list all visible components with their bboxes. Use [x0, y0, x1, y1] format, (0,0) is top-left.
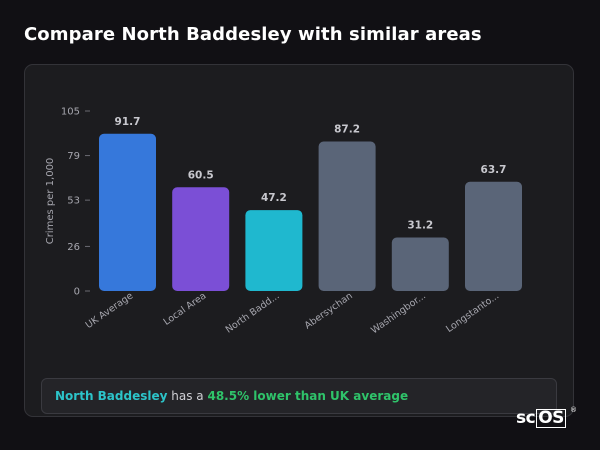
value-labels: 91.7 60.5 47.2 87.2 31.2 63.7 [115, 116, 507, 232]
y-tick-label: 53 [67, 196, 80, 207]
y-axis: 0 26 53 79 105 [61, 107, 90, 298]
logo-prefix: sc [516, 408, 536, 428]
bar-value-label: 87.2 [334, 124, 360, 136]
x-tick-label: Longstanto... [444, 290, 501, 335]
bar-value-label: 31.2 [407, 220, 433, 232]
bar-value-label: 60.5 [188, 169, 214, 181]
bar [391, 237, 449, 291]
bar-value-label: 47.2 [261, 192, 287, 204]
page-title: Compare North Baddesley with similar are… [24, 24, 482, 45]
x-tick-label: Washingbor... [369, 290, 428, 336]
x-axis-labels: UK Average Local Area North Badd... Abersyc… [84, 290, 502, 336]
bar [245, 210, 303, 291]
summary-area-name: North Baddesley [55, 389, 168, 403]
bar-value-label: 91.7 [115, 116, 141, 128]
y-axis-title: Crimes per 1,000 [45, 158, 56, 245]
x-tick-label: UK Average [84, 290, 136, 331]
logo-boxed-text: OS [536, 408, 566, 428]
bar [465, 181, 522, 291]
bar-value-label: 63.7 [481, 164, 507, 176]
bar [318, 141, 376, 291]
y-tick-label: 0 [74, 287, 80, 298]
summary-difference: 48.5% lower than UK average [207, 389, 409, 403]
bar [172, 187, 230, 291]
y-tick-label: 105 [61, 107, 80, 118]
registered-mark: ® [570, 406, 577, 414]
x-tick-label: Abersychan [303, 290, 355, 331]
bars [99, 133, 522, 291]
x-tick-label: Local Area [162, 290, 209, 327]
y-tick-label: 79 [67, 151, 80, 162]
bar [99, 133, 156, 291]
summary-text: has a [167, 389, 208, 403]
y-tick-label: 26 [67, 242, 80, 253]
comparison-summary: North Baddesley has a 48.5% lower than U… [41, 378, 557, 414]
brand-logo: sc OS [516, 408, 566, 428]
x-tick-label: North Badd... [224, 290, 282, 335]
